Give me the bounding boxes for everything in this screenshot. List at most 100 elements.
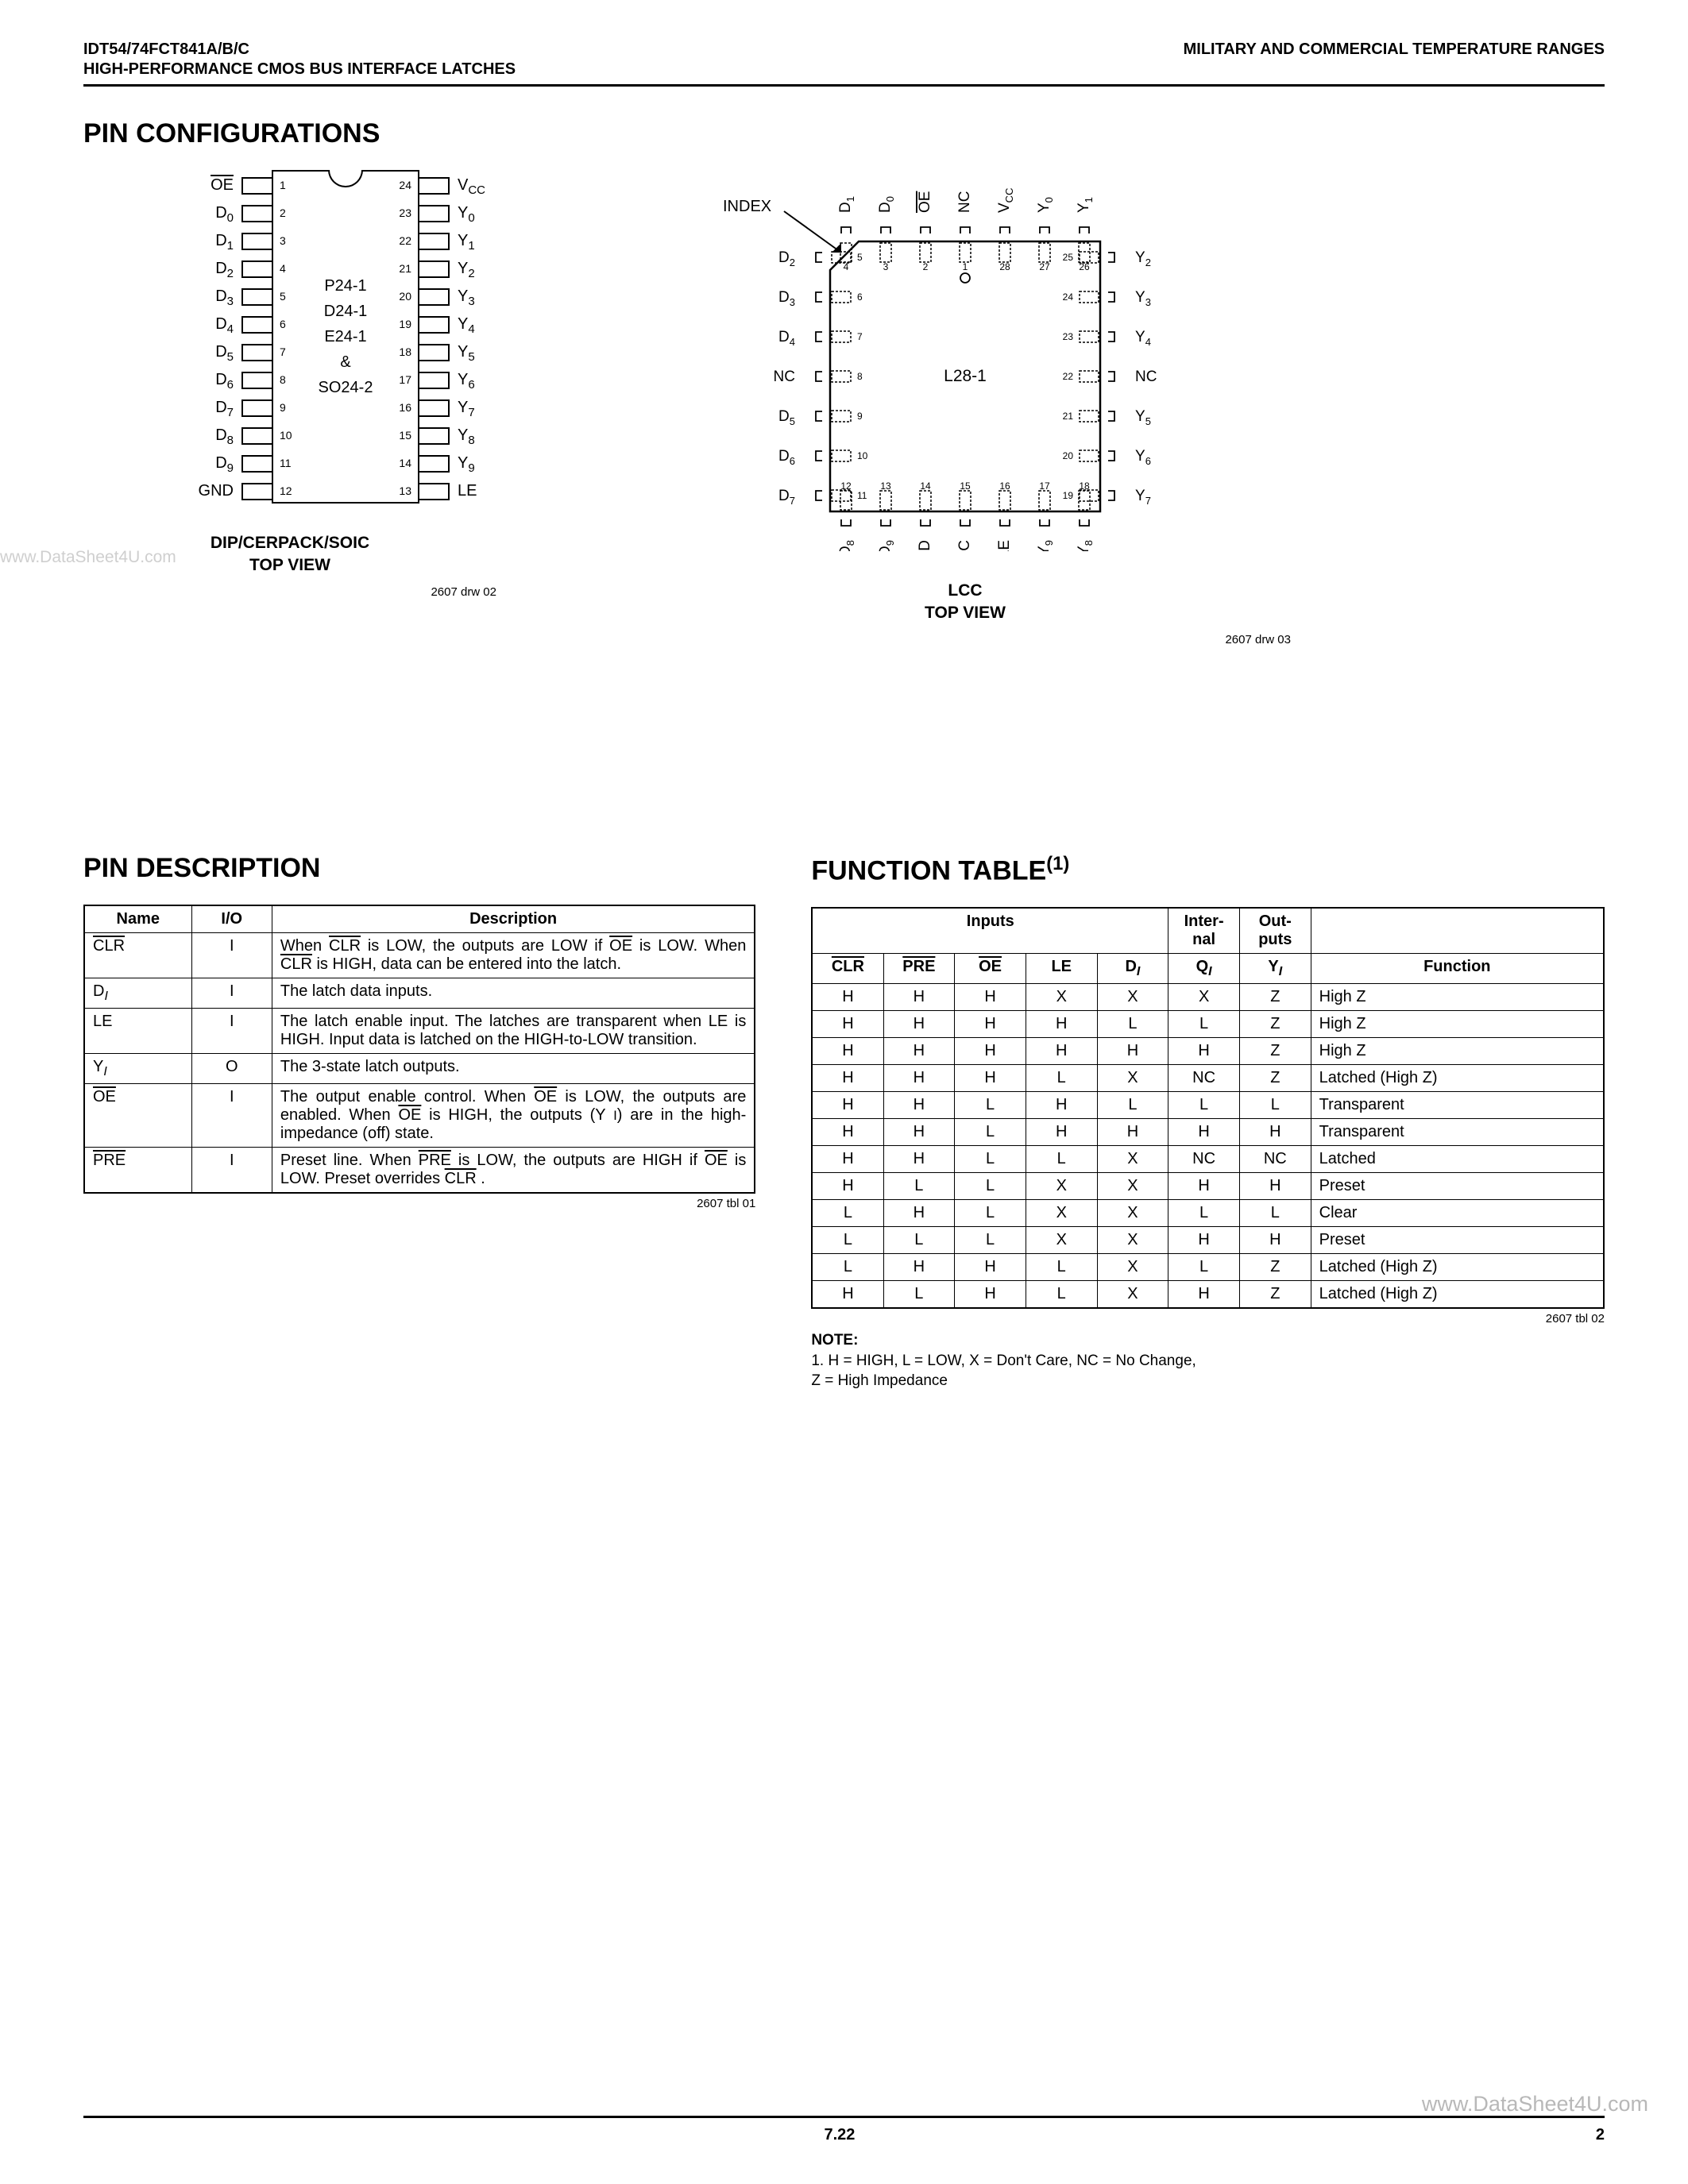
svg-text:Y4: Y4 [1135,329,1151,348]
dip-pin [241,177,273,195]
svg-text:27: 27 [1039,261,1050,272]
svg-text:13: 13 [880,480,891,492]
table-cell: Z [1239,1011,1311,1038]
function-table: InputsInter- nalOut- putsCLRPREOELEDIQIY… [811,907,1605,1309]
table-header: LE [1026,954,1097,984]
lcc-caption: LCC TOP VIEW [639,580,1291,625]
pin-label: D8 [215,426,234,447]
dip-pin [418,455,450,473]
table-cell: H [955,984,1026,1011]
table-cell: H [1239,1173,1311,1200]
table-cell: OE [84,1083,191,1147]
table-row: HHLLXNCNCLatched [812,1146,1604,1173]
pin-label: D4 [215,315,234,336]
table-cell: I [191,1147,272,1193]
table-cell: H [883,1254,955,1281]
pin-number: 10 [280,429,292,442]
table-cell: H [1097,1119,1168,1146]
table-cell: NC [1239,1146,1311,1173]
part-number: IDT54/74FCT841A/B/C [83,40,516,60]
table-header: Name [84,905,191,933]
svg-text:16: 16 [999,480,1010,492]
pin-number: 14 [399,457,411,469]
pin-label: D9 [215,454,234,475]
table-cell: X [1097,1146,1168,1173]
table-cell: The output enable control. When OE is LO… [272,1083,755,1147]
table-cell: H [1097,1038,1168,1065]
dip-pin [418,260,450,278]
table-cell: L [955,1173,1026,1200]
table-cell: L [1026,1281,1097,1309]
table-cell: Preset [1311,1173,1604,1200]
table-cell: I [191,932,272,978]
table-cell: X [1097,1227,1168,1254]
pin-number: 7 [280,345,286,358]
table-header: YI [1239,954,1311,984]
table-cell: L [1168,1200,1240,1227]
table-cell: DI [84,978,191,1008]
table-cell: X [1026,1227,1097,1254]
table-cell: L [1239,1200,1311,1227]
dip-pin [241,483,273,500]
table-cell: H [812,1146,883,1173]
dip-pin [241,316,273,334]
dip-pin [241,399,273,417]
table-cell: X [1026,1173,1097,1200]
table-row: CLRIWhen CLR is LOW, the outputs are LOW… [84,932,755,978]
dip-pin [241,344,273,361]
pin-number: 19 [399,318,411,330]
note-text: 1. H = HIGH, L = LOW, X = Don't Care, NC… [811,1352,1196,1390]
pin-number: 4 [280,262,286,275]
lcc-package-diagram: INDEXL28-14D13D02OE1NC28VCC27Y026Y112D81… [639,170,1291,646]
pin-number: 1 [280,179,286,191]
svg-text:Y2: Y2 [1135,249,1151,268]
function-table-column: FUNCTION TABLE(1) InputsInter- nalOut- p… [811,853,1605,1391]
dip-pin [418,372,450,389]
dip-pin [418,177,450,195]
note-label: NOTE: [811,1332,858,1349]
table-cell: H [812,1281,883,1309]
dip-pin [241,205,273,222]
pin-label: GND [199,482,234,500]
table-cell: L [1168,1254,1240,1281]
part-description: HIGH-PERFORMANCE CMOS BUS INTERFACE LATC… [83,60,516,79]
svg-text:17: 17 [1039,480,1050,492]
svg-text:D7: D7 [778,488,795,507]
svg-text:OE: OE [917,191,933,213]
table-cell: I [191,1008,272,1053]
pin-number: 22 [399,234,411,247]
svg-text:Y8: Y8 [1076,540,1095,551]
table-cell: H [812,1011,883,1038]
table-cell: Transparent [1311,1119,1604,1146]
table-cell: L [812,1227,883,1254]
dip-pin [418,399,450,417]
svg-text:25: 25 [1063,252,1074,263]
svg-text:D4: D4 [778,329,795,348]
tables-row: PIN DESCRIPTION NameI/ODescriptionCLRIWh… [83,853,1605,1391]
table-cell: H [1026,1038,1097,1065]
table-cell: High Z [1311,984,1604,1011]
table-cell: H [812,1119,883,1146]
watermark-right: www.DataSheet4U.com [1422,2092,1648,2116]
svg-text:Y1: Y1 [1076,197,1095,213]
watermark-left: www.DataSheet4U.com [0,548,176,567]
table-cell: X [1097,1254,1168,1281]
pin-label: D3 [215,287,234,308]
table-cell: H [883,1200,955,1227]
table-cell: H [883,1065,955,1092]
table-header: PRE [883,954,955,984]
pin-number: 9 [280,401,286,414]
table-cell: H [1168,1038,1240,1065]
table-cell: H [812,1065,883,1092]
table-cell: X [1097,1200,1168,1227]
table-cell: H [1239,1119,1311,1146]
header-left: IDT54/74FCT841A/B/C HIGH-PERFORMANCE CMO… [83,40,516,79]
lcc-caption-line2: TOP VIEW [639,602,1291,624]
table-cell: Z [1239,984,1311,1011]
pin-number: 18 [399,345,411,358]
table-cell: L [1168,1011,1240,1038]
table-cell: H [1026,1119,1097,1146]
pin-configurations: P24-1D24-1E24-1&SO24-2 1OE2D03D14D25D36D… [83,170,1605,646]
table-cell: I [191,1083,272,1147]
table-cell: H [955,1038,1026,1065]
